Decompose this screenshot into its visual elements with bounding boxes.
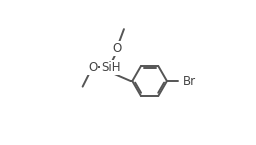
- Text: Br: Br: [183, 75, 196, 88]
- Text: O: O: [88, 61, 97, 74]
- Text: SiH: SiH: [101, 61, 120, 74]
- Text: O: O: [113, 42, 122, 55]
